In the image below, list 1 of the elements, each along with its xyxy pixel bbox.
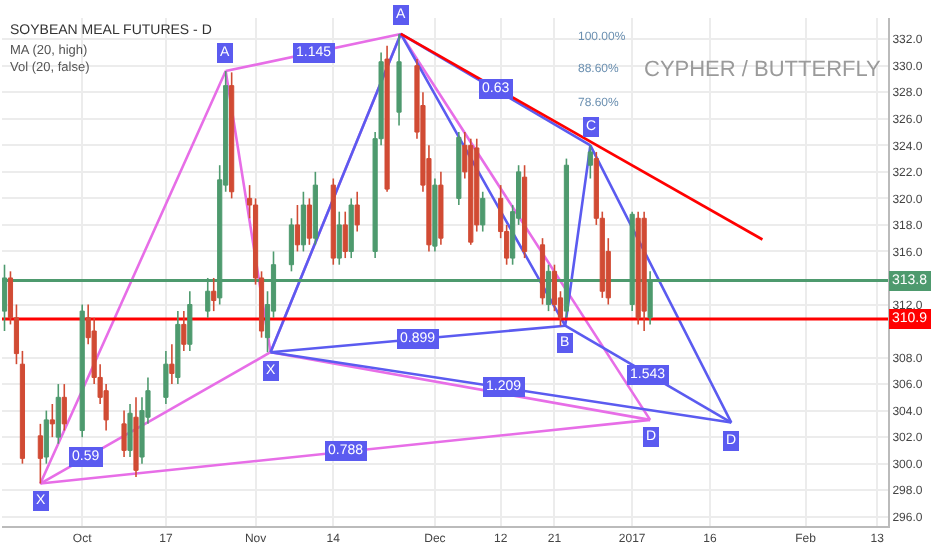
annotation: CYPHER / BUTTERFLY: [644, 58, 883, 82]
